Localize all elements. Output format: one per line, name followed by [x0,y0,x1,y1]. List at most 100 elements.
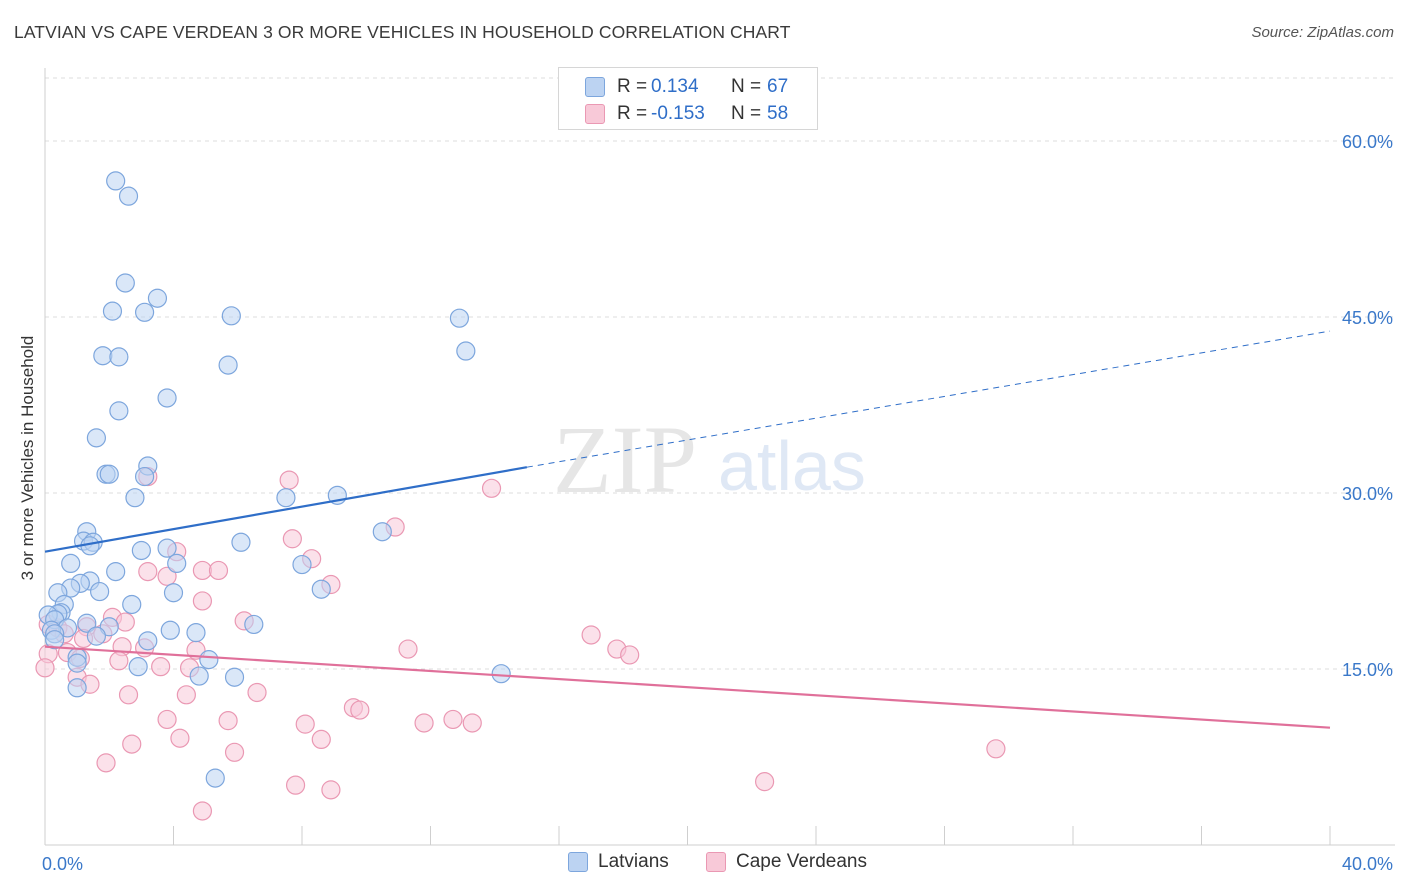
cape-verdeans-point [176,685,196,705]
cape-verdeans-point [192,560,213,581]
cape-verdeans-point [218,711,238,731]
latvians-trend-extension [526,330,1331,468]
latvians-point [90,581,110,602]
cape-verdeans-point [620,645,640,665]
latvians-point [218,355,238,375]
cape-verdeans-point [462,713,482,733]
latvians-point [491,664,511,684]
y-tick-label: 60.0% [1342,132,1393,152]
cape-verdeans-point [295,714,315,734]
latvians-swatch [585,77,605,97]
latvians-swatch [568,852,588,872]
latvians-point [77,613,97,633]
chart-title: LATVIAN VS CAPE VERDEAN 3 OR MORE VEHICL… [14,22,791,42]
latvians-point [106,562,126,582]
latvians-point [163,583,184,603]
cape-verdeans-point [311,729,331,750]
latvians-r-value: 0.134 [651,76,699,97]
series-legend: Latvians Cape Verdeans [0,851,1406,877]
watermark-zip: ZIP [553,406,697,513]
latvians-point [115,273,135,293]
latvians-point [86,428,107,448]
latvians-point [160,620,180,640]
correlation-legend: R = 0.134 N = 67 R = -0.153 N = 58 [558,67,818,130]
cape-verdeans-point [118,685,139,705]
latvians-point [224,667,245,687]
y-axis-title: 3 or more Vehicles in Household [18,336,37,581]
latvians-point [456,341,476,361]
cape-verdeans-point [754,772,775,792]
cape-verdeans-point [443,709,463,730]
legend-item-cape-verdeans[interactable]: Cape Verdeans [706,851,867,873]
cape-verdeans-point [208,560,229,581]
latvians-point [134,302,155,322]
cape-verdeans-point [224,742,245,762]
latvians-point [231,532,251,552]
latvians-point [134,466,155,487]
cape-verdeans-r-value: -0.153 [651,103,705,124]
latvians-point [122,594,142,615]
latvians-n-value: 67 [767,76,789,97]
cape-verdeans-point [398,639,418,659]
cape-verdeans-point [285,775,306,795]
cape-verdeans-point [157,566,177,586]
latvians-point [93,346,113,366]
latvians-point [67,653,87,673]
cape-verdeans-point [414,713,434,733]
cape-verdeans-point [157,709,177,730]
cape-verdeans-point [115,612,135,632]
latvians-point [109,401,129,421]
cape-verdeans-point [138,562,158,582]
latvians-point [128,657,148,677]
latvians-point [106,171,126,191]
cape-verdeans-n-value: 58 [767,103,789,124]
cape-verdeans-point [481,478,502,498]
latvians-point [147,288,168,308]
cape-verdeans-point [986,739,1006,759]
legend-row-latvians: R = 0.134 N = 67 [585,74,788,100]
latvians-point [109,347,129,367]
cape-verdeans-point [321,780,341,800]
latvians-point [205,768,225,788]
latvians-point [125,488,145,508]
x-tick-label-min: 0.0% [42,854,83,874]
latvians-point [167,553,187,574]
latvians-point [292,554,312,575]
cape-verdeans-point [151,657,171,677]
watermark-atlas: atlas [718,427,866,505]
y-tick-label: 45.0% [1342,308,1393,328]
latvians-point [221,306,241,326]
cape-verdeans-point [35,658,55,678]
cape-verdeans-point [279,470,299,490]
r-label: R = [617,76,648,97]
y-tick-label: 15.0% [1342,660,1393,680]
latvians-point [449,308,470,328]
n-label: N = [731,103,762,124]
cape-verdeans-point [122,734,142,754]
r-label: R = [617,103,648,124]
cape-verdeans-swatch [585,104,605,124]
latvians-point [67,678,87,698]
cape-verdeans-point [109,651,129,671]
latvians-trend-line [44,466,528,553]
cape-verdeans-point [350,700,370,720]
latvians-point [138,631,158,651]
x-tick-label-max: 40.0% [1342,854,1393,874]
cape-verdeans-point [170,728,190,748]
latvians-point [276,488,296,508]
cape-verdeans-point [282,529,302,549]
y-tick-label: 30.0% [1342,484,1393,504]
latvians-point [99,617,119,637]
latvians-point [86,626,107,646]
latvians-point [131,540,151,561]
legend-item-latvians[interactable]: Latvians [568,851,669,873]
cape-verdeans-point [581,625,601,645]
legend-row-cape-verdeans: R = -0.153 N = 58 [585,101,788,127]
latvians-point [118,186,139,206]
latvians-point [99,464,119,484]
cape-verdeans-swatch [706,852,726,872]
latvians-point [102,301,123,321]
cape-verdeans-legend-label: Cape Verdeans [736,851,867,872]
latvians-point [244,614,264,635]
